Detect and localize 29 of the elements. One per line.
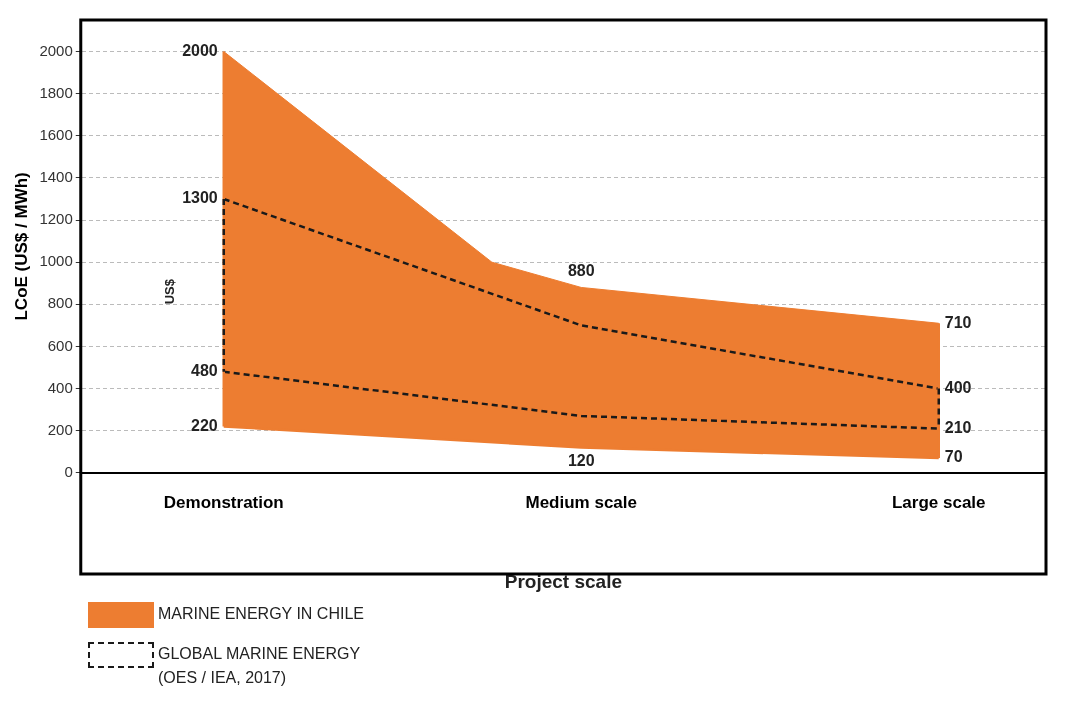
data-label: 880 [567,261,595,279]
y-tick-label: 400 [47,378,73,396]
data-label: 70 [944,448,963,466]
y-tick-label: 200 [47,420,73,438]
y-tick-label: 1600 [39,125,73,143]
data-label: 710 [944,313,972,331]
x-tick-label: Demonstration [163,492,284,512]
y-tick-label: 1400 [39,168,73,186]
x-axis-title: Project scale [504,570,623,592]
legend-label: GLOBAL MARINE ENERGY (OES / IEA, 2017) [158,644,361,688]
text: US$ [162,278,178,305]
legend-label: MARINE ENERGY IN CHILE [158,604,365,624]
y-tick-label: 1200 [39,210,73,228]
y-tick-label: 1000 [39,252,73,270]
data-label: 220 [191,416,218,434]
data-label: 2000 [182,42,218,59]
data-label: 120 [567,451,595,469]
data-label: 480 [191,362,218,380]
y-tick-label: 800 [47,294,73,312]
data-label: 210 [944,418,972,436]
data-label: 1300 [182,189,218,207]
y-axis-title: LCoE (US$ / MWh) [11,172,31,321]
x-tick-label: Large scale [891,492,986,512]
y-tick-label: 1800 [39,83,73,101]
data-label: 400 [944,378,972,396]
y-tick-label: 600 [47,336,73,354]
y-tick-label: 0 [64,462,73,480]
x-tick-label: Medium scale [525,492,638,512]
y-tick-label: 2000 [39,41,73,59]
